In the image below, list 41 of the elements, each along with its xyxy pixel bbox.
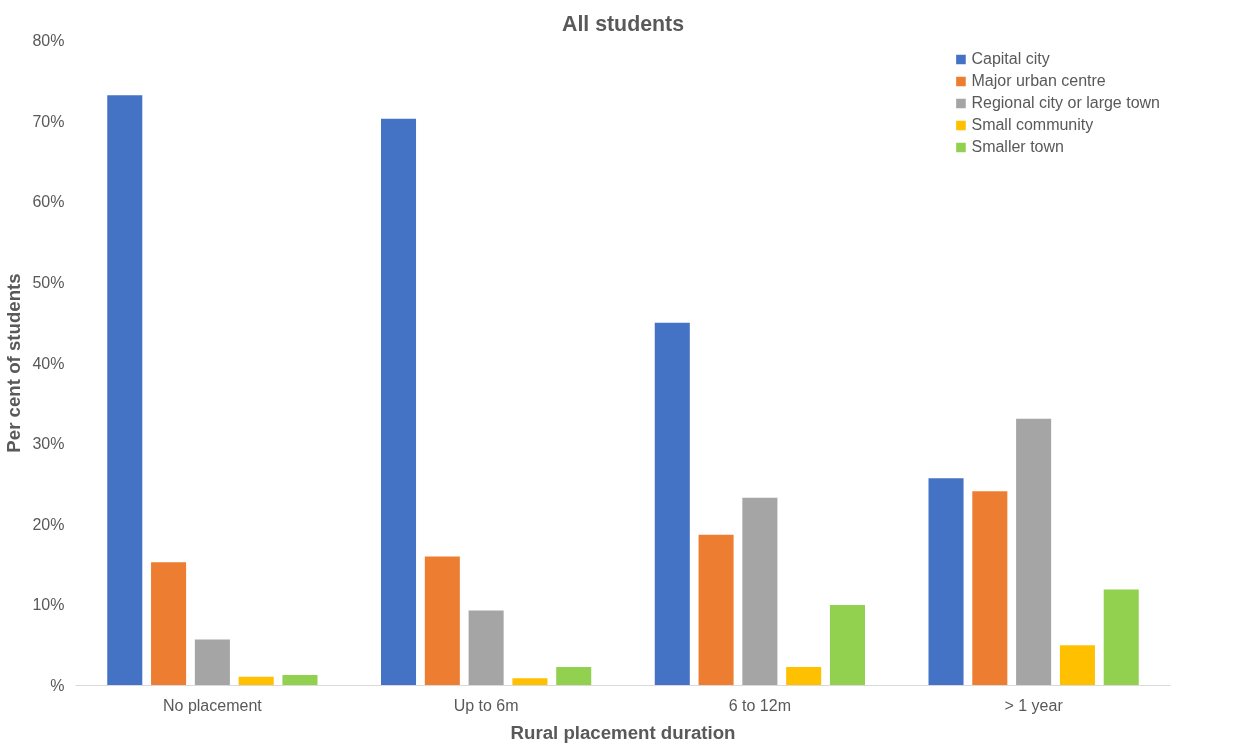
bar	[1103, 589, 1139, 686]
x-axis-title: Rural placement duration	[510, 721, 736, 743]
x-tick-label: 6 to 12m	[728, 696, 792, 714]
y-tick-label: 60%	[32, 193, 65, 211]
y-tick-label: 40%	[32, 354, 65, 372]
bar	[654, 322, 690, 686]
legend-label: Major urban centre	[971, 72, 1106, 90]
y-tick-label: 70%	[32, 112, 65, 130]
bar	[786, 666, 822, 686]
bar	[424, 556, 460, 686]
bar	[1059, 645, 1095, 686]
bar	[381, 118, 417, 686]
bar	[151, 562, 187, 686]
y-tick-label: 20%	[32, 515, 65, 533]
bar	[829, 604, 865, 686]
chart-title: All students	[561, 11, 685, 36]
y-tick-label: %	[50, 677, 65, 694]
legend-label: Capital city	[971, 50, 1050, 68]
bar	[556, 666, 592, 686]
bar	[972, 491, 1008, 686]
bar	[238, 676, 274, 686]
legend-label: Regional city or large town	[971, 94, 1160, 112]
y-tick-label: 80%	[32, 32, 65, 49]
bar	[512, 678, 548, 686]
legend-label: Smaller town	[971, 138, 1064, 156]
bar	[194, 639, 230, 686]
bar	[742, 497, 778, 686]
x-tick-label: No placement	[163, 696, 263, 714]
y-axis-title: Per cent of students	[3, 273, 25, 453]
legend-label: Small community	[971, 116, 1094, 134]
y-tick-label: 50%	[32, 273, 65, 291]
bar	[698, 534, 734, 686]
bar	[1016, 418, 1052, 686]
x-tick-label: > 1 year	[1004, 696, 1064, 714]
x-tick-label: Up to 6m	[453, 696, 519, 714]
bar	[282, 675, 318, 686]
y-tick-label: 30%	[32, 435, 65, 453]
y-tick-label: 10%	[32, 596, 65, 614]
bar	[468, 610, 504, 686]
bar	[928, 478, 964, 686]
bar	[107, 95, 143, 686]
